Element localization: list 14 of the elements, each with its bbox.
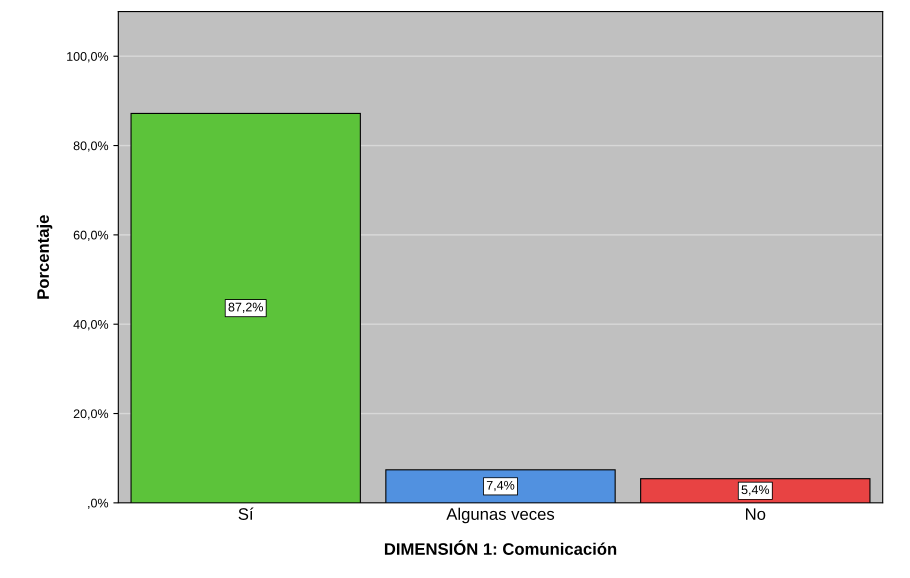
data-label: 87,2%	[228, 302, 263, 313]
y-axis-title: Porcentaje	[36, 215, 52, 299]
data-label: 7,4%	[486, 480, 514, 492]
y-tick-label: 20,0%	[74, 409, 108, 420]
y-tick-label: ,0%	[88, 498, 108, 509]
y-tick-label: 80,0%	[74, 141, 108, 152]
y-tick-label: 100,0%	[67, 52, 108, 62]
x-tick-label: No	[746, 508, 766, 520]
x-tick-label: Sí	[238, 508, 254, 520]
y-tick-label: 40,0%	[73, 320, 108, 330]
x-tick-label: Algunas veces	[446, 508, 554, 524]
x-axis-title: DIMENSIÓN 1: Comunicación	[384, 540, 616, 555]
data-label: 5,4%	[742, 485, 770, 496]
y-tick-label: 60,0%	[74, 230, 108, 242]
